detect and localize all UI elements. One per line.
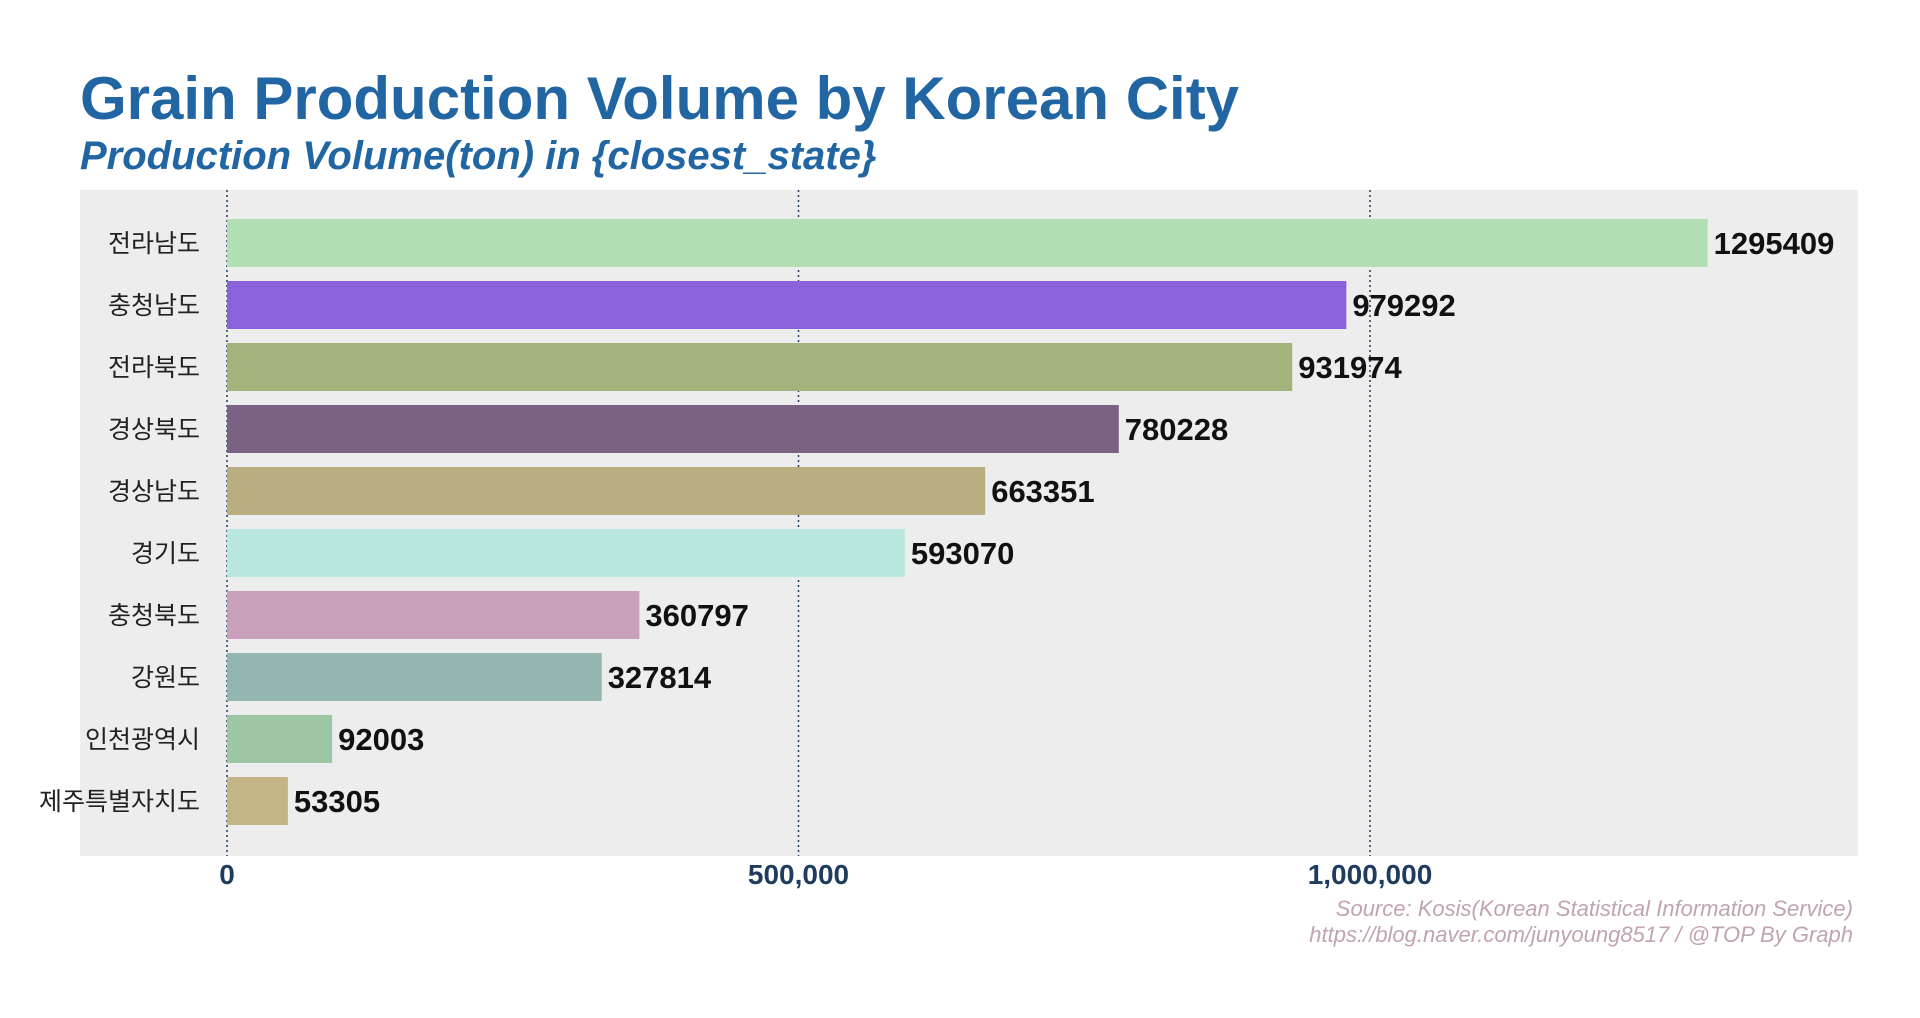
x-tick-label: 0 bbox=[219, 859, 235, 890]
bar bbox=[227, 343, 1293, 391]
value-label: 663351 bbox=[991, 474, 1094, 509]
category-label: 제주특별자치도 bbox=[39, 787, 200, 816]
value-label: 979292 bbox=[1352, 288, 1455, 323]
bar bbox=[227, 281, 1347, 329]
category-label: 충청북도 bbox=[108, 601, 200, 630]
x-tick-label: 500,000 bbox=[748, 859, 849, 890]
chart-subtitle: Production Volume(ton) in {closest_state… bbox=[80, 134, 877, 178]
bar bbox=[227, 219, 1708, 267]
value-label: 53305 bbox=[294, 784, 380, 819]
category-label: 전라북도 bbox=[108, 353, 200, 382]
source-line: Source: Kosis(Korean Statistical Informa… bbox=[1335, 896, 1853, 921]
category-label: 전라남도 bbox=[108, 229, 200, 258]
value-label: 1295409 bbox=[1714, 226, 1835, 261]
source-caption: Source: Kosis(Korean Statistical Informa… bbox=[1309, 896, 1853, 948]
category-label: 경기도 bbox=[131, 539, 200, 568]
bar bbox=[227, 715, 333, 763]
value-label: 931974 bbox=[1298, 350, 1402, 385]
category-label: 경상남도 bbox=[108, 477, 200, 506]
value-label: 780228 bbox=[1125, 412, 1228, 447]
bar bbox=[227, 529, 905, 577]
chart-title: Grain Production Volume by Korean City bbox=[80, 65, 1240, 132]
bar bbox=[227, 591, 640, 639]
source-url-line: https://blog.naver.com/junyoung8517 / @T… bbox=[1309, 922, 1853, 947]
value-label: 92003 bbox=[338, 722, 424, 757]
category-label: 인천광역시 bbox=[85, 725, 200, 754]
bar bbox=[227, 653, 602, 701]
value-label: 593070 bbox=[911, 536, 1014, 571]
bar bbox=[227, 467, 986, 515]
category-label: 경상북도 bbox=[108, 415, 200, 444]
category-label: 강원도 bbox=[131, 663, 200, 692]
bar bbox=[227, 405, 1119, 453]
x-tick-label: 1,000,000 bbox=[1308, 859, 1433, 890]
value-label: 360797 bbox=[645, 598, 748, 633]
bar bbox=[227, 777, 288, 825]
value-label: 327814 bbox=[608, 660, 712, 695]
category-label: 충청남도 bbox=[108, 291, 200, 320]
